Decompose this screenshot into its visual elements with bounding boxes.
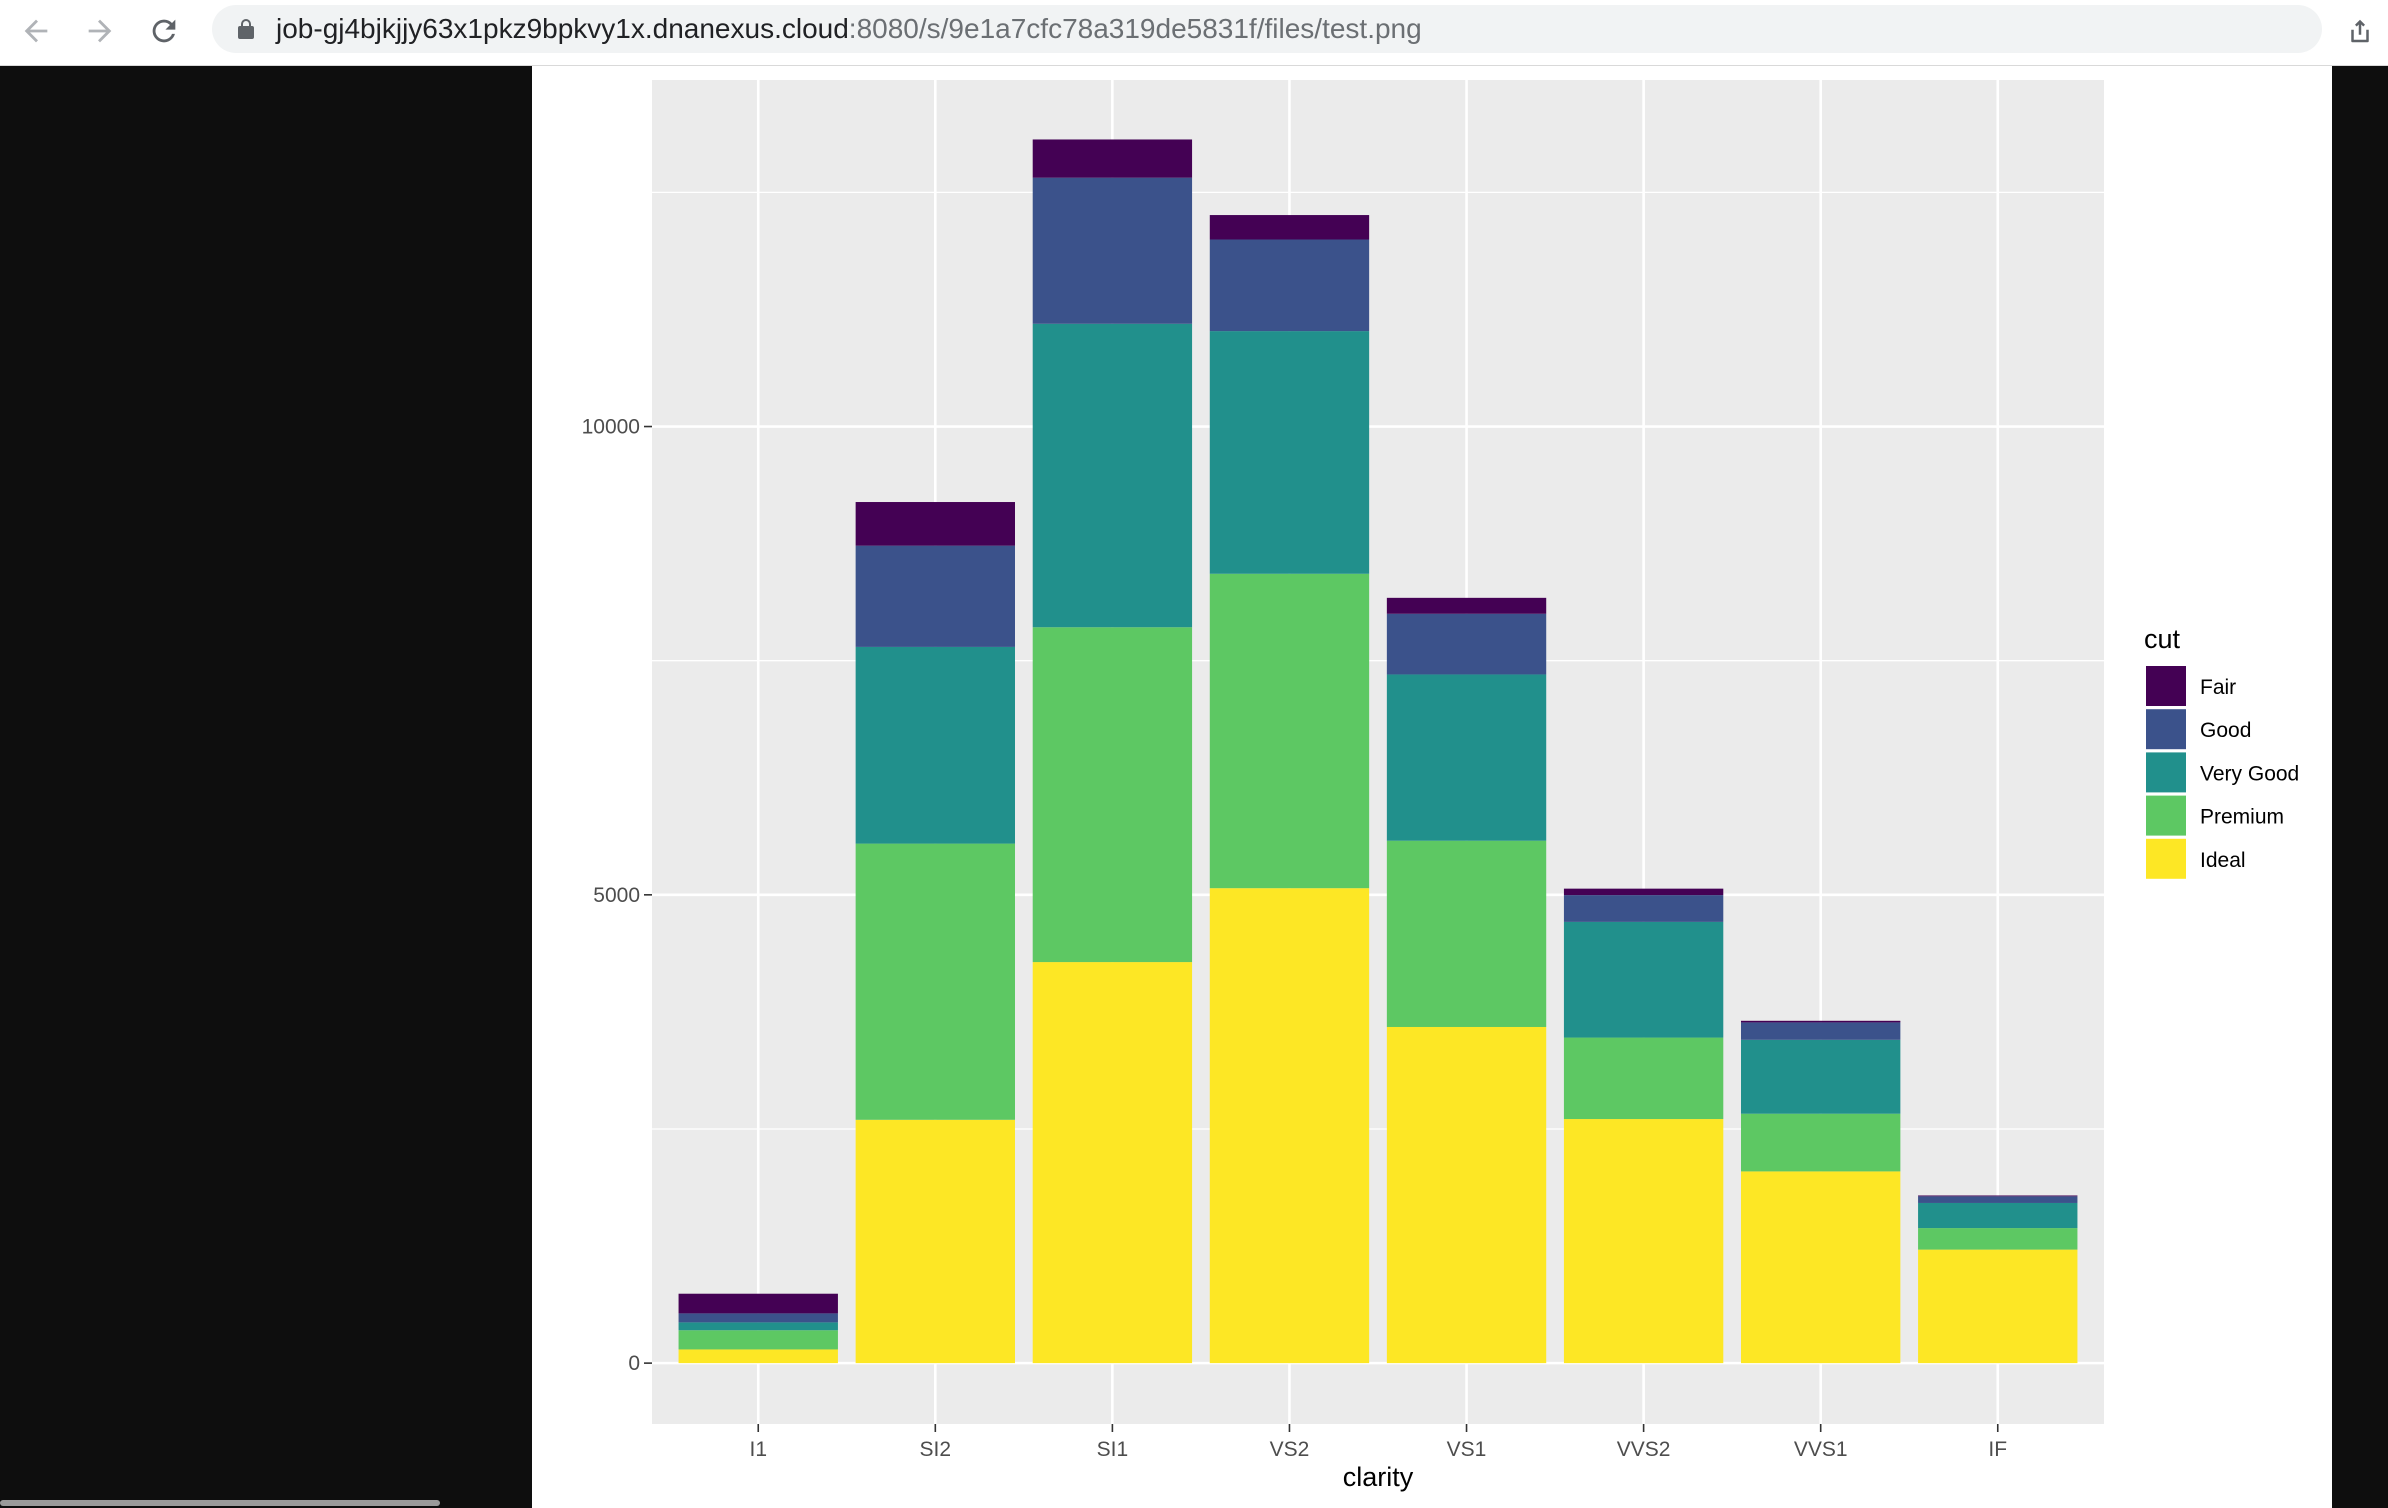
bar-vs2-very-good	[1209, 331, 1370, 574]
y-tick-label: 0	[628, 1352, 640, 1375]
url-text: job-gj4bjkjjy63x1pkz9bpkvy1x.dnanexus.cl…	[276, 5, 1422, 53]
bar-vvs1-very-good	[1741, 1039, 1901, 1114]
bar-si1-fair	[1032, 139, 1193, 178]
bar-vvs2-premium	[1563, 1037, 1724, 1120]
bar-if-fair	[1918, 1195, 2078, 1197]
y-tick-label: 10000	[582, 416, 640, 439]
bar-if-premium	[1918, 1228, 2078, 1250]
bar-i1-fair	[678, 1293, 838, 1314]
bar-si2-fair	[855, 502, 1015, 546]
x-axis: I1 SI2 SI1 VS2 VS1 VVS2 VVS1 IF	[749, 1424, 2007, 1461]
bar-si1-ideal	[1032, 962, 1193, 1364]
back-button[interactable]	[14, 9, 58, 53]
bar-si2-very-good	[855, 646, 1015, 844]
bar-vvs2-very-good	[1563, 921, 1724, 1038]
bar-i1-very-good	[678, 1322, 838, 1331]
legend-key-fair	[2146, 666, 2186, 706]
reload-icon	[152, 19, 176, 43]
x-tick-label: VS1	[1447, 1438, 1487, 1461]
bar-if-ideal	[1918, 1249, 2078, 1364]
share-button[interactable]	[2338, 9, 2382, 53]
url-host: job-gj4bjkjjy63x1pkz9bpkvy1x.dnanexus.cl…	[276, 13, 849, 44]
share-icon	[2351, 19, 2369, 43]
bar-si2-ideal	[855, 1119, 1015, 1364]
x-tick-label: I1	[749, 1438, 767, 1461]
bar-i1-premium	[678, 1330, 838, 1350]
legend-key-very-good	[2146, 752, 2186, 793]
legend-key-ideal	[2146, 838, 2186, 879]
bar-si1-very-good	[1032, 323, 1193, 628]
bar-vs1-very-good	[1386, 674, 1547, 841]
x-axis-title: clarity	[1343, 1462, 1414, 1492]
x-tick-label: VVS1	[1794, 1438, 1848, 1461]
x-tick-label: VVS2	[1617, 1438, 1671, 1461]
bar-if-good	[1918, 1196, 2078, 1203]
horizontal-scrollbar[interactable]	[0, 1500, 440, 1506]
lock-icon	[238, 19, 254, 39]
legend-label: Ideal	[2200, 849, 2246, 872]
x-tick-label: IF	[1988, 1438, 2007, 1461]
reload-button[interactable]	[142, 9, 186, 53]
bar-i1-good	[678, 1313, 838, 1323]
legend-label: Premium	[2200, 806, 2284, 829]
address-bar[interactable]: job-gj4bjkjjy63x1pkz9bpkvy1x.dnanexus.cl…	[212, 5, 2322, 53]
bar-vs1-premium	[1386, 840, 1547, 1027]
x-tick-label: SI2	[920, 1438, 952, 1461]
y-tick-label: 5000	[593, 884, 640, 907]
bar-vvs2-ideal	[1563, 1119, 1724, 1364]
bar-vs2-premium	[1209, 573, 1370, 889]
bar-vvs1-good	[1741, 1022, 1901, 1040]
bar-si1-good	[1032, 177, 1193, 324]
bar-si2-premium	[855, 843, 1015, 1120]
bar-si2-good	[855, 545, 1015, 647]
legend-label: Fair	[2200, 676, 2236, 699]
bar-vvs1-fair	[1741, 1020, 1901, 1023]
legend-label: Very Good	[2200, 762, 2299, 785]
legend-key-premium	[2146, 795, 2186, 836]
bar-vs2-fair	[1209, 215, 1370, 240]
x-tick-label: SI1	[1097, 1438, 1129, 1461]
bars	[678, 139, 2078, 1364]
bar-vs1-ideal	[1386, 1026, 1547, 1364]
bar-vs1-fair	[1386, 597, 1547, 614]
bar-vs1-good	[1386, 613, 1547, 675]
bar-vs2-good	[1209, 239, 1370, 332]
bar-vvs2-good	[1563, 895, 1724, 922]
bar-if-very-good	[1918, 1202, 2078, 1229]
legend: cut Fair Good Very Good Premium Ideal	[2144, 624, 2299, 879]
bar-vvs2-fair	[1563, 888, 1724, 896]
url-path: :8080/s/9e1a7cfc78a319de5831f/files/test…	[848, 13, 1422, 44]
forward-button[interactable]	[78, 9, 122, 53]
legend-key-good	[2146, 709, 2186, 750]
stacked-bar-chart: 0 5000 10000 I1 SI2 SI1 VS2 VS1 VVS2 VVS1 IF clar…	[582, 80, 2299, 1492]
browser-toolbar: job-gj4bjkjjy63x1pkz9bpkvy1x.dnanexus.cl…	[0, 0, 2388, 66]
bar-vvs1-premium	[1741, 1113, 1901, 1172]
x-tick-label: VS2	[1270, 1438, 1310, 1461]
back-arrow-icon	[24, 19, 48, 43]
bar-si1-premium	[1032, 627, 1193, 963]
bar-vs2-ideal	[1209, 888, 1370, 1364]
image-viewer: 0 5000 10000 I1 SI2 SI1 VS2 VS1 VVS2 VVS1 IF clar…	[532, 66, 2332, 1508]
legend-title: cut	[2144, 624, 2181, 654]
forward-arrow-icon	[88, 19, 112, 43]
legend-label: Good	[2200, 719, 2251, 742]
y-axis: 0 5000 10000	[582, 416, 652, 1375]
bar-vvs1-ideal	[1741, 1171, 1901, 1364]
bar-i1-ideal	[678, 1349, 838, 1364]
